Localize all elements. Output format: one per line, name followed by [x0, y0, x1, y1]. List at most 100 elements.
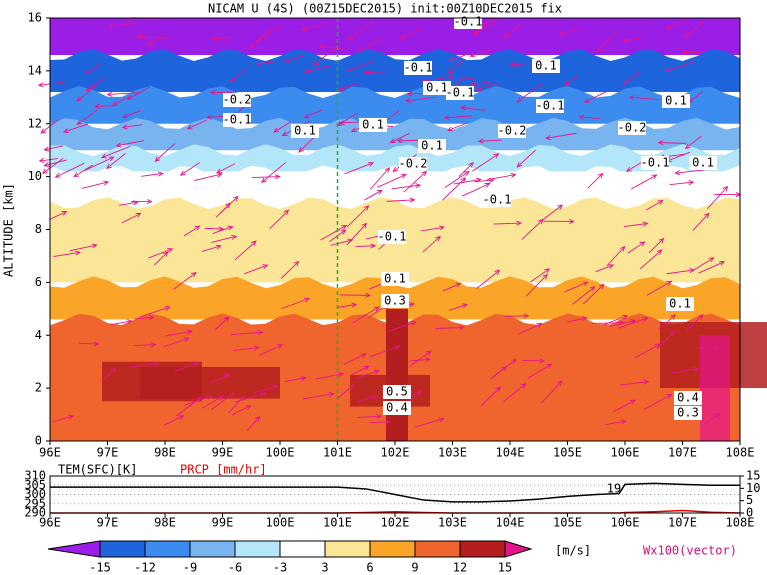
vector: [259, 344, 283, 356]
vector-head: [447, 74, 454, 80]
vector-head: [93, 341, 100, 347]
vector: [231, 405, 251, 416]
vector-head: [103, 180, 110, 186]
vector-head: [256, 61, 263, 67]
vector: [304, 109, 322, 119]
vector-head: [643, 379, 650, 385]
vector: [527, 364, 552, 379]
vector: [688, 91, 704, 103]
vector-head: [75, 96, 82, 102]
vector: [587, 173, 604, 189]
vector-head: [589, 286, 596, 292]
vector: [583, 284, 605, 305]
vector: [257, 60, 278, 65]
vector: [658, 142, 687, 144]
vector-head: [674, 170, 681, 176]
vector-head: [557, 380, 563, 387]
vector: [595, 264, 614, 273]
vector-head: [251, 240, 257, 246]
vector: [619, 381, 649, 386]
vector-head: [232, 195, 239, 202]
vector-head: [656, 249, 663, 255]
vector: [530, 268, 550, 283]
vector: [148, 33, 164, 46]
vector-head: [470, 81, 477, 87]
vector-head: [468, 162, 474, 168]
vector-head: [179, 170, 186, 176]
vector-head: [273, 127, 280, 133]
vector: [232, 347, 259, 352]
vector: [163, 337, 189, 348]
vector: [359, 39, 382, 53]
vector: [364, 71, 386, 74]
vector-head: [619, 245, 626, 252]
vector-head: [669, 330, 676, 337]
vector: [472, 153, 499, 172]
vector: [377, 173, 407, 188]
vector: [234, 393, 266, 403]
contour-label-box: [536, 99, 564, 113]
field-band: [50, 49, 740, 93]
contour-label: -0.1: [404, 61, 433, 75]
vector: [320, 225, 347, 241]
vector: [212, 36, 238, 40]
contour-label-box: [399, 157, 427, 171]
vector-head: [43, 162, 50, 168]
vector: [211, 235, 237, 243]
vector: [618, 317, 648, 329]
vector: [567, 317, 587, 323]
vector: [280, 261, 299, 279]
vector: [204, 227, 224, 230]
vector: [474, 179, 494, 183]
surface-x-tick-label: 105E: [553, 516, 582, 530]
vector-head: [688, 180, 695, 186]
field-band: [50, 18, 740, 56]
vector-head: [154, 361, 161, 367]
vector-head: [546, 363, 553, 369]
vector-head: [283, 209, 290, 216]
vector-head: [361, 222, 368, 229]
vector-head: [400, 34, 407, 39]
surface-x-tick-label: 96E: [39, 516, 61, 530]
vector: [447, 58, 466, 74]
contour-label: 0.4: [677, 391, 699, 405]
vector-head: [503, 32, 510, 39]
filled-field: [50, 18, 767, 441]
vector-head: [106, 163, 112, 169]
vector: [669, 181, 694, 186]
vector: [686, 314, 704, 331]
vector: [85, 62, 102, 75]
y-tick-label: 10: [28, 169, 42, 183]
vector: [261, 162, 286, 183]
vector-head: [186, 329, 193, 335]
vector-head: [665, 24, 672, 30]
vector-head: [43, 146, 50, 152]
vector-head: [41, 168, 48, 175]
vector-head: [424, 357, 431, 363]
vector-head: [708, 257, 715, 263]
vector-head: [488, 177, 495, 183]
surface-x-tick-label: 108E: [726, 516, 755, 530]
vector-head: [126, 319, 133, 325]
vector: [343, 353, 367, 365]
vector: [442, 177, 466, 201]
y-tick-label: 2: [35, 381, 42, 395]
vector: [246, 416, 260, 431]
vector-head: [410, 321, 417, 326]
vector-head: [406, 91, 413, 97]
vector: [109, 22, 140, 27]
vector-head: [622, 79, 629, 85]
surface-x-tick-label: 101E: [323, 516, 352, 530]
vector-head: [225, 202, 231, 209]
vector: [141, 172, 163, 177]
vector-head: [583, 97, 590, 103]
vector-head: [223, 316, 230, 322]
vector-head: [438, 417, 445, 423]
vector: [184, 395, 213, 406]
vector-head: [365, 292, 372, 298]
vector-head: [415, 183, 422, 189]
vector-head: [449, 57, 456, 62]
vector: [656, 331, 675, 350]
vector: [163, 415, 184, 426]
vector-head: [340, 229, 347, 235]
